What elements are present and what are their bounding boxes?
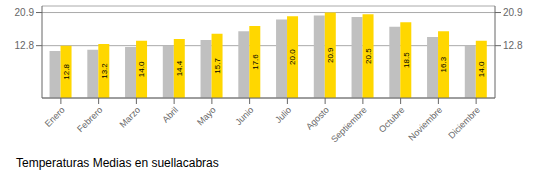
svg-text:Noviembre: Noviembre [406, 105, 444, 143]
svg-text:16.3: 16.3 [439, 56, 448, 72]
svg-text:Abril: Abril [160, 105, 180, 125]
svg-text:Diciembre: Diciembre [446, 105, 482, 141]
svg-text:14.0: 14.0 [137, 61, 146, 77]
svg-text:20.0: 20.0 [288, 49, 297, 65]
svg-text:14.0: 14.0 [477, 61, 486, 77]
svg-text:Octubre: Octubre [377, 105, 407, 135]
svg-text:12.8: 12.8 [62, 63, 71, 79]
svg-text:Julio: Julio [273, 105, 293, 125]
svg-text:Enero: Enero [43, 105, 67, 129]
svg-text:20.9: 20.9 [15, 7, 35, 18]
svg-text:13.2: 13.2 [100, 63, 109, 79]
svg-text:14.4: 14.4 [175, 60, 184, 76]
svg-text:Agosto: Agosto [304, 105, 331, 132]
svg-text:Septiembre: Septiembre [329, 105, 369, 145]
svg-text:20.9: 20.9 [326, 47, 335, 63]
svg-text:12.8: 12.8 [503, 40, 523, 51]
svg-text:17.6: 17.6 [251, 54, 260, 70]
svg-text:Marzo: Marzo [118, 105, 143, 130]
svg-text:12.8: 12.8 [15, 40, 35, 51]
svg-text:20.9: 20.9 [503, 7, 523, 18]
svg-text:20.5: 20.5 [364, 48, 373, 64]
svg-text:15.7: 15.7 [213, 58, 222, 74]
svg-text:Junio: Junio [233, 105, 255, 127]
svg-text:Febrero: Febrero [75, 105, 104, 134]
svg-text:18.5: 18.5 [402, 52, 411, 68]
html-text:Temperaturas Medias en suellac: Temperaturas Medias en suellacabras [16, 156, 219, 170]
svg-text:Mayo: Mayo [195, 105, 218, 128]
